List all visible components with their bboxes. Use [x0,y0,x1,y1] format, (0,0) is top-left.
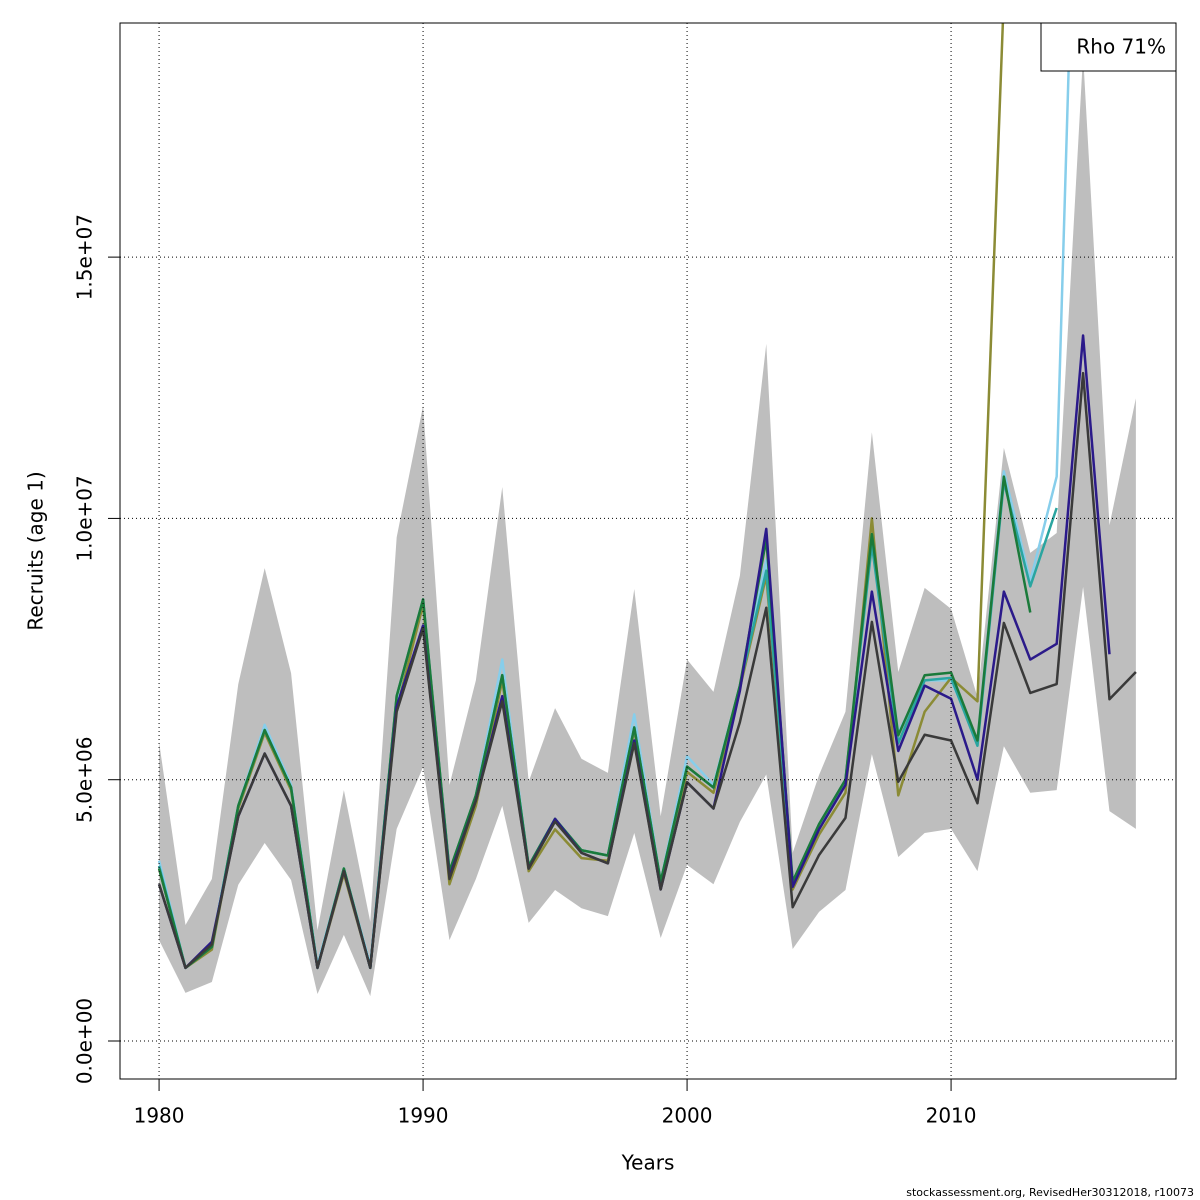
y-tick-label: 1.0e+07 [73,475,97,561]
confidence-band [159,54,1136,997]
x-tick-label: 2000 [662,1104,713,1128]
y-axis-label: Recruits (age 1) [24,471,48,630]
plot-area [157,23,1137,997]
legend-text: Rho 71% [1076,35,1166,59]
plot-frame [119,22,1177,1080]
x-tick-label: 1990 [398,1104,449,1128]
x-axis-label: Years [621,1151,675,1175]
legend-box [1040,22,1177,72]
y-tick-label: 0.0e+00 [73,998,97,1084]
y-tick-label: 1.5e+07 [73,214,97,300]
x-tick-label: 1980 [134,1104,185,1128]
series-line [157,475,1032,970]
footer: stockassessment.org, RevisedHer30312018,… [906,1186,1194,1199]
series-line [157,371,1137,970]
y-tick-label: 5.0e+06 [73,737,97,823]
x-tick-label: 2010 [926,1104,977,1128]
